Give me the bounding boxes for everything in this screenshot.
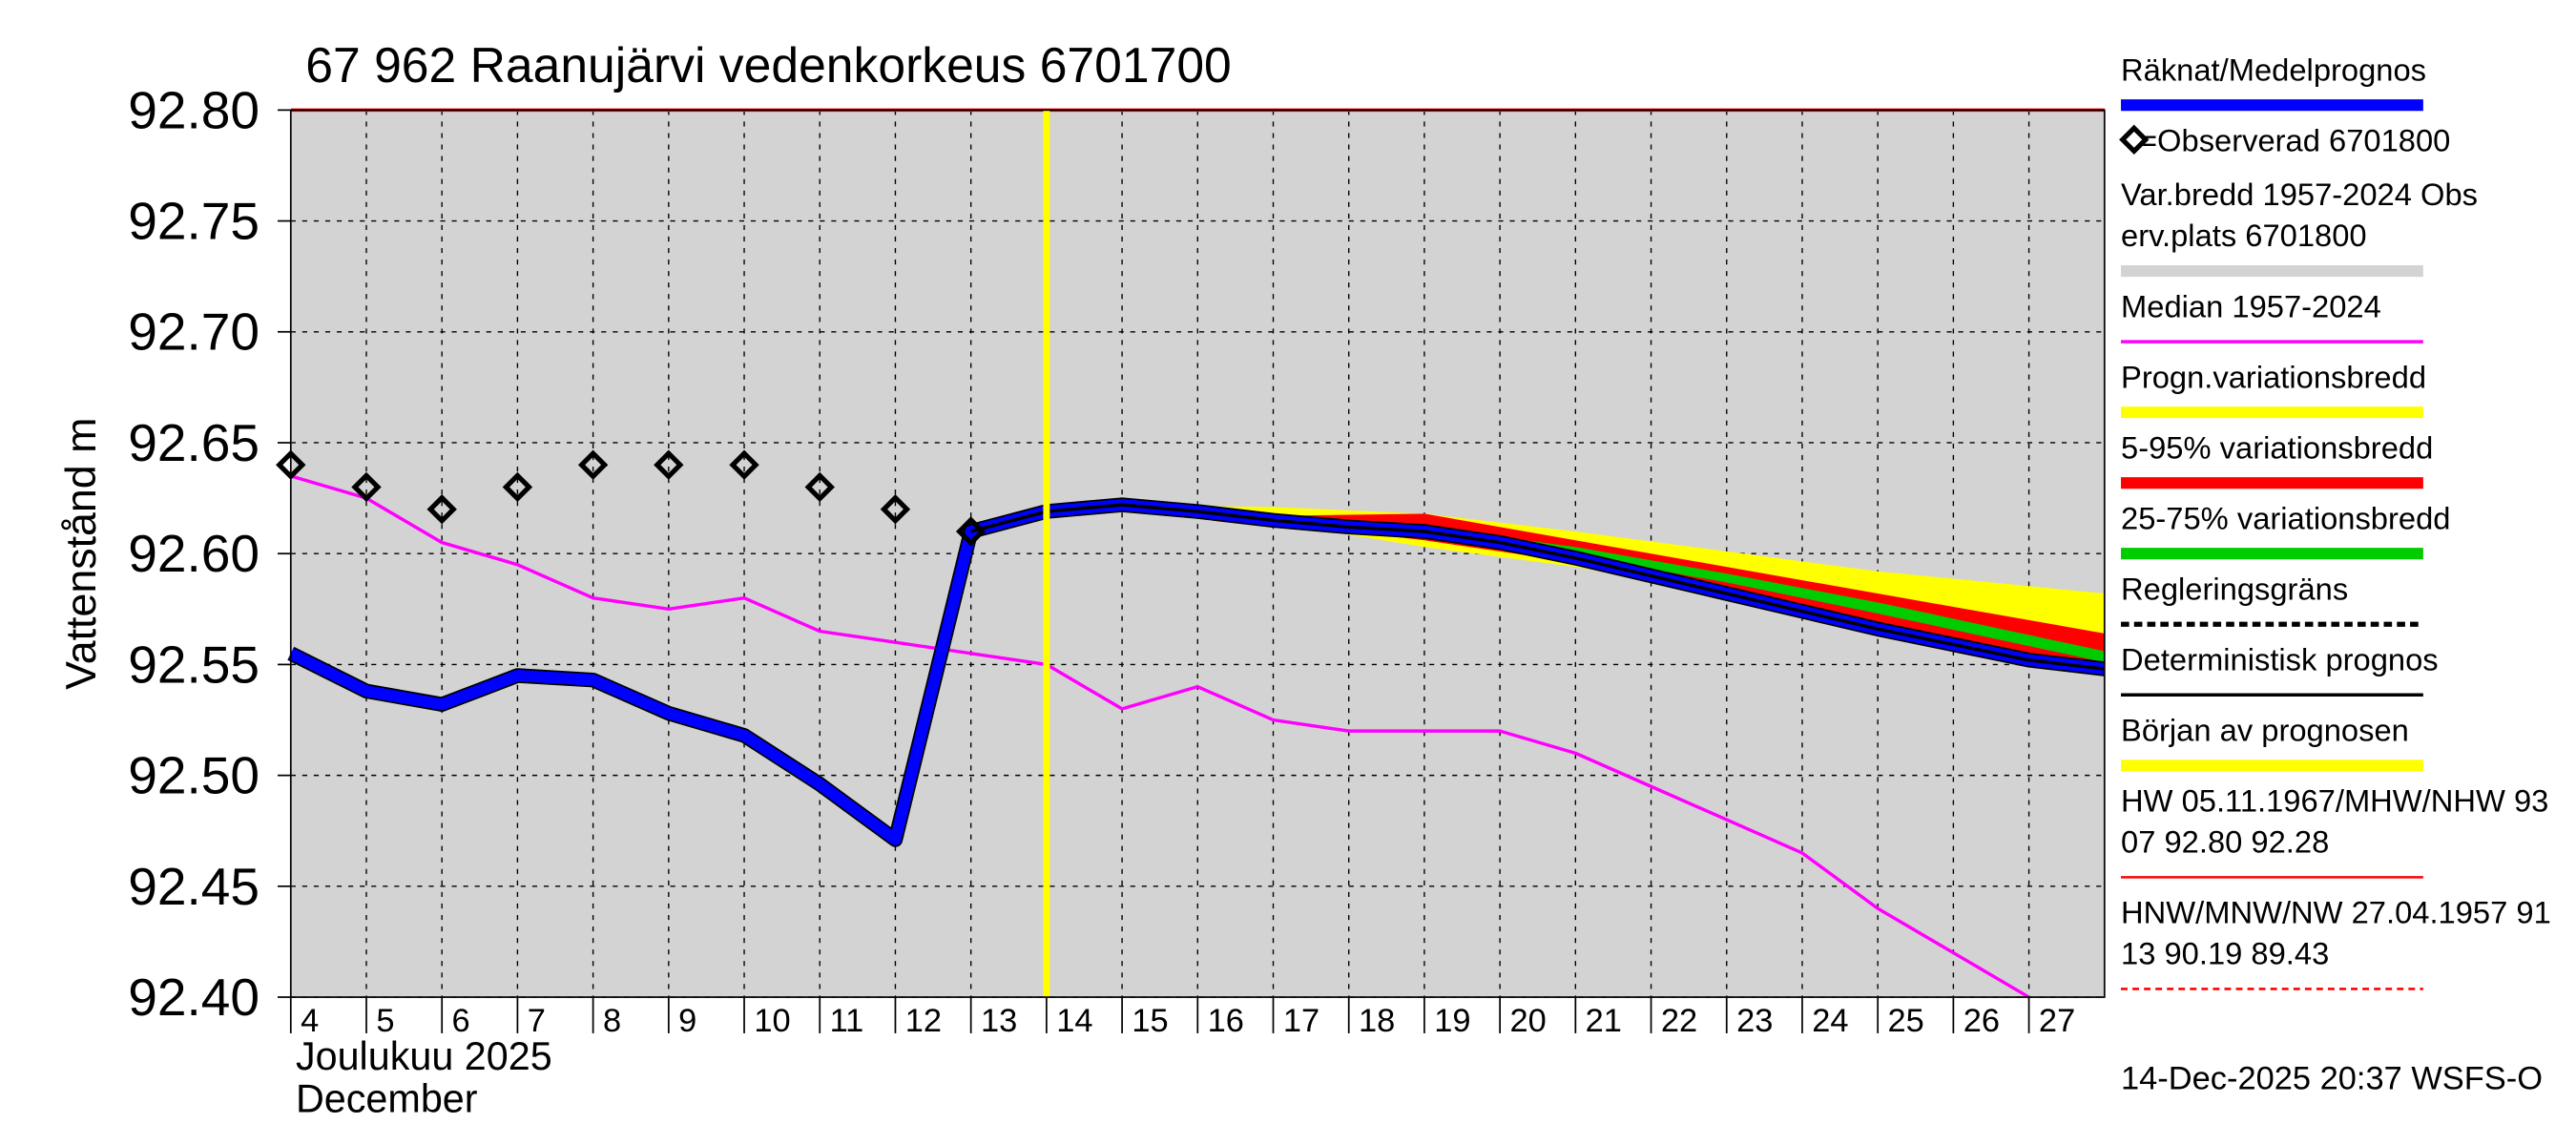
y-tick-label: 92.50 xyxy=(128,746,260,805)
x-tick-label: 14 xyxy=(1056,1003,1092,1039)
observed-point xyxy=(955,516,987,547)
footer: 14-Dec-2025 20:37 WSFS-O xyxy=(2121,1060,2543,1096)
x-axis-label: December xyxy=(296,1077,478,1121)
legend-label: Regleringsgräns xyxy=(2121,571,2348,606)
y-tick-label: 92.80 xyxy=(128,80,260,139)
x-tick-label: 15 xyxy=(1132,1003,1168,1039)
legend-label: erv.plats 6701800 xyxy=(2121,218,2367,253)
x-tick-label: 17 xyxy=(1283,1003,1319,1039)
x-tick-label: 25 xyxy=(1888,1003,1924,1039)
y-tick-label: 92.75 xyxy=(128,192,260,251)
observed-point xyxy=(880,494,911,525)
observed-point xyxy=(426,494,457,525)
x-tick-label: 7 xyxy=(528,1003,546,1039)
observed-point xyxy=(577,449,609,480)
x-tick-label: 5 xyxy=(376,1003,394,1039)
x-tick-label: 21 xyxy=(1586,1003,1622,1039)
y-tick-label: 92.55 xyxy=(128,635,260,694)
x-tick-label: 22 xyxy=(1661,1003,1697,1039)
legend-label: 25-75% variationsbredd xyxy=(2121,500,2450,535)
observed-point xyxy=(351,471,382,503)
x-tick-label: 10 xyxy=(754,1003,790,1039)
legend-label: =Observerad 6701800 xyxy=(2139,122,2450,157)
y-axis-label: Vattenstånd m xyxy=(57,418,105,690)
x-tick-label: 19 xyxy=(1434,1003,1470,1039)
forecast-band xyxy=(1122,505,2105,677)
x-tick-label: 12 xyxy=(905,1003,942,1039)
x-tick-label: 4 xyxy=(301,1003,319,1039)
x-tick-label: 8 xyxy=(603,1003,621,1039)
x-tick-label: 23 xyxy=(1736,1003,1773,1039)
y-tick-label: 92.70 xyxy=(128,302,260,362)
legend-label: HNW/MNW/NW 27.04.1957 91 xyxy=(2121,895,2551,930)
x-axis-label: Joulukuu 2025 xyxy=(296,1034,552,1078)
x-tick-label: 16 xyxy=(1208,1003,1244,1039)
x-tick-label: 26 xyxy=(1963,1003,2000,1039)
chart-title: 67 962 Raanujärvi vedenkorkeus 6701700 xyxy=(305,37,1231,93)
x-tick-label: 27 xyxy=(2039,1003,2075,1039)
plot-frame xyxy=(289,109,2106,998)
x-tick-label: 24 xyxy=(1812,1003,1848,1039)
legend-label: 5-95% variationsbredd xyxy=(2121,429,2433,465)
x-tick-label: 20 xyxy=(1509,1003,1546,1039)
observed-point xyxy=(502,471,533,503)
x-tick-label: 18 xyxy=(1359,1003,1395,1039)
observed-point xyxy=(804,471,835,503)
x-tick-label: 11 xyxy=(830,1003,864,1039)
legend-label: Deterministisk prognos xyxy=(2121,641,2439,677)
x-tick-label: 6 xyxy=(452,1003,470,1039)
legend-label: Var.bredd 1957-2024 Obs xyxy=(2121,177,2478,212)
legend-label: Början av prognosen xyxy=(2121,712,2409,747)
legend-label: 07 92.80 92.28 xyxy=(2121,824,2329,860)
legend-label: Median 1957-2024 xyxy=(2121,288,2381,323)
legend-marker xyxy=(2119,124,2150,156)
x-tick-label: 13 xyxy=(981,1003,1017,1039)
observed-point xyxy=(729,449,759,480)
legend-label: Räknat/Medelprognos xyxy=(2121,52,2426,87)
y-tick-label: 92.60 xyxy=(128,524,260,583)
legend-label: Progn.variationsbredd xyxy=(2121,359,2426,394)
series-line xyxy=(290,474,2030,999)
series-line xyxy=(970,503,2106,671)
legend-label: HW 05.11.1967/MHW/NHW 93 xyxy=(2121,783,2548,819)
legend-label: 13 90.19 89.43 xyxy=(2121,936,2329,971)
y-tick-label: 92.45 xyxy=(128,857,260,916)
y-tick-label: 92.65 xyxy=(128,413,260,472)
observed-point xyxy=(654,449,684,480)
x-tick-label: 9 xyxy=(678,1003,696,1039)
y-tick-label: 92.40 xyxy=(128,968,260,1027)
